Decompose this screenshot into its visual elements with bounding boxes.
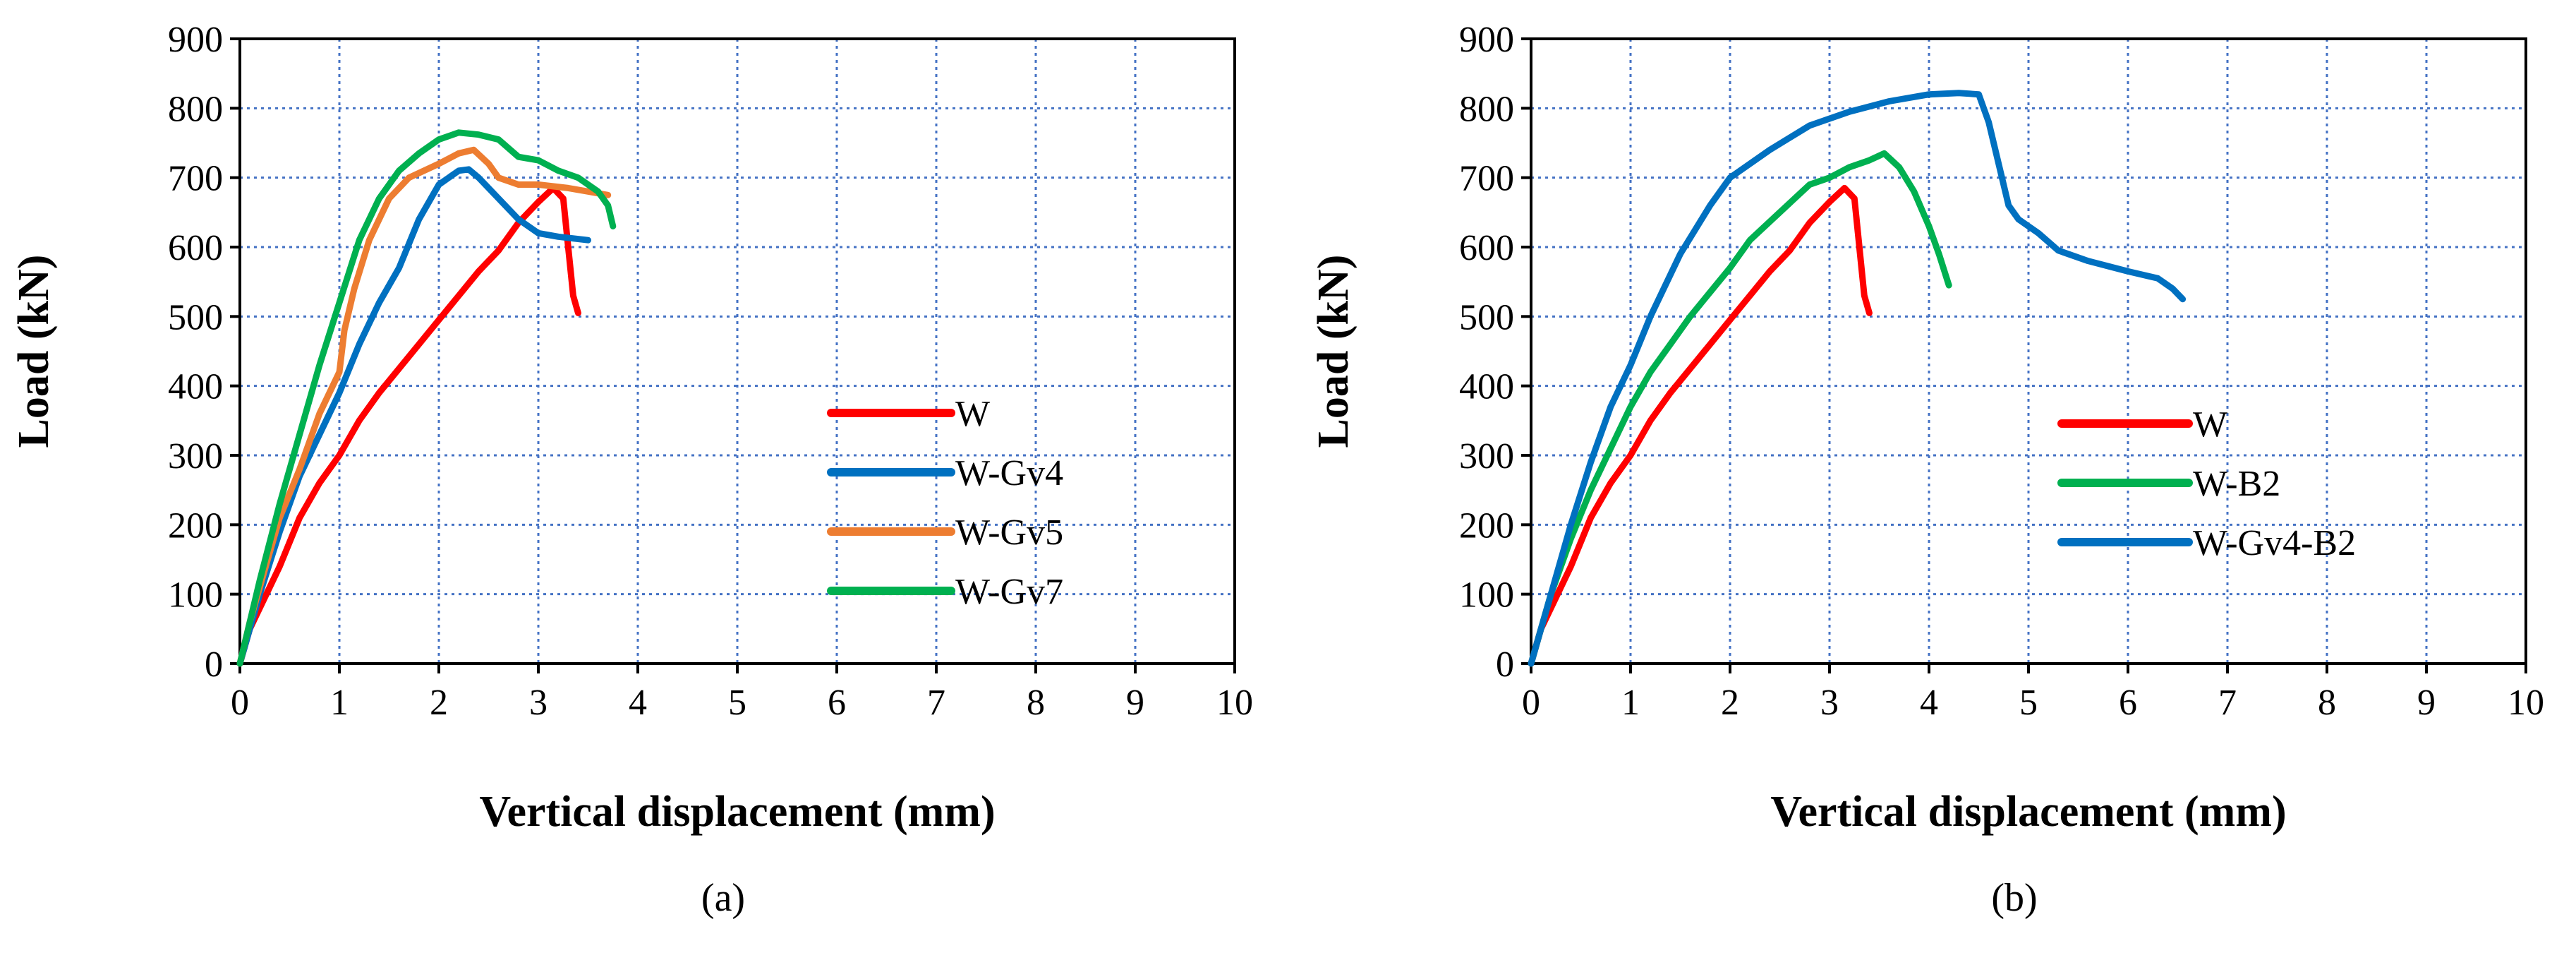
y-tick-label: 600 [168, 228, 223, 268]
y-tick-label: 800 [1459, 89, 1514, 129]
series-line-w-gv5 [236, 146, 612, 667]
x-tick-label: 5 [2019, 683, 2038, 723]
legend-label: W-Gv7 [955, 572, 1063, 612]
x-tick-label: 9 [1126, 683, 1144, 723]
y-axis-title: Load (kN) [1310, 255, 1357, 448]
x-tick-label: 4 [629, 683, 647, 723]
x-tick-label: 2 [430, 683, 448, 723]
y-tick-label: 400 [168, 367, 223, 407]
panel-label: (b) [1991, 876, 2037, 920]
series-line-w-gv4 [236, 166, 591, 667]
series-line-w-gv7 [236, 129, 617, 667]
x-axis-title: Vertical displacement (mm) [1770, 788, 2286, 836]
x-tick-label: 7 [2218, 683, 2237, 723]
y-tick-label: 200 [168, 505, 223, 546]
x-tick-label: 6 [828, 683, 846, 723]
x-tick-label: 10 [2508, 683, 2544, 723]
panel-label: (a) [701, 876, 745, 920]
x-tick-label: 4 [1920, 683, 1938, 723]
x-tick-label: 6 [2119, 683, 2137, 723]
x-tick-label: 3 [1820, 683, 1839, 723]
x-tick-label: 9 [2417, 683, 2436, 723]
series-line-w-b2 [1528, 150, 1952, 667]
y-tick-label: 300 [168, 436, 223, 476]
y-tick-label: 600 [1459, 228, 1514, 268]
y-axis-title: Load (kN) [10, 255, 58, 448]
x-tick-label: 1 [330, 683, 349, 723]
x-tick-label: 0 [231, 683, 249, 723]
series-line-w-gv4-b2 [1528, 90, 2187, 667]
y-tick-label: 100 [168, 575, 223, 616]
legend-label: W-Gv5 [955, 513, 1063, 553]
legend-label: W [955, 394, 990, 434]
y-tick-label: 400 [1459, 367, 1514, 407]
y-tick-label: 500 [168, 297, 223, 337]
y-tick-label: 900 [1459, 20, 1514, 60]
x-tick-label: 2 [1721, 683, 1739, 723]
chart-panel-a: 0 1 2 3 4 5 6 7 8 9 100100200300400500600700800900… [10, 20, 1253, 920]
y-tick-label: 200 [1459, 505, 1514, 546]
x-tick-label: 1 [1621, 683, 1640, 723]
y-tick-label: 0 [205, 645, 223, 685]
legend-label: W-Gv4-B2 [2193, 523, 2356, 563]
y-tick-label: 700 [168, 159, 223, 199]
x-tick-label: 0 [1522, 683, 1540, 723]
y-tick-label: 900 [168, 20, 223, 60]
y-tick-label: 0 [1496, 645, 1514, 685]
legend-label: W [2193, 404, 2227, 445]
x-axis-title: Vertical displacement (mm) [479, 788, 995, 836]
x-tick-label: 8 [1027, 683, 1045, 723]
x-tick-label: 7 [927, 683, 945, 723]
legend-label: W-B2 [2193, 464, 2280, 504]
y-tick-label: 800 [168, 89, 223, 129]
x-tick-label: 5 [728, 683, 746, 723]
series-line-w [236, 184, 581, 667]
y-tick-label: 500 [1459, 297, 1514, 337]
chart-panel-b: 0 1 2 3 4 5 6 7 8 9 100100200300400500600700800900… [1310, 20, 2544, 920]
y-tick-label: 700 [1459, 159, 1514, 199]
y-tick-label: 300 [1459, 436, 1514, 476]
x-tick-label: 8 [2318, 683, 2336, 723]
legend-label: W-Gv4 [955, 453, 1063, 493]
x-tick-label: 3 [529, 683, 548, 723]
series-line-w [1528, 184, 1873, 667]
y-tick-label: 100 [1459, 575, 1514, 616]
x-tick-label: 10 [1216, 683, 1253, 723]
